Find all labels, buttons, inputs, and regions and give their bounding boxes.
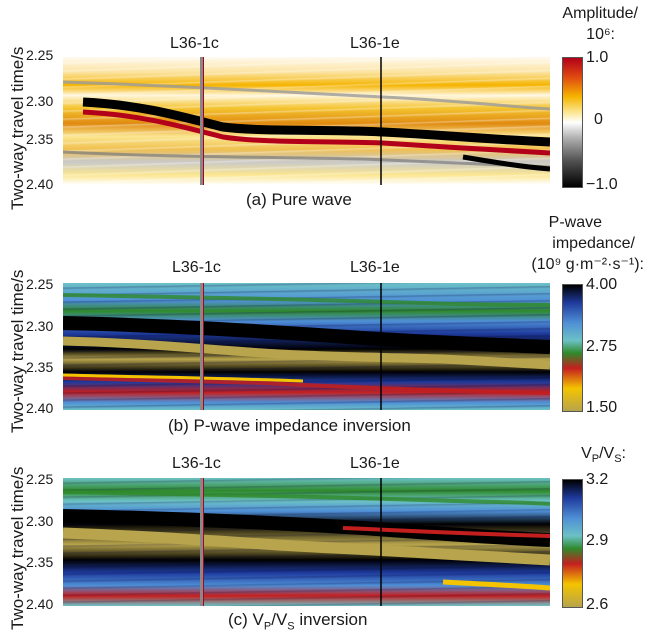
panel-c-green-band — [63, 490, 550, 506]
panel-a-colorbar — [562, 57, 583, 188]
panel-c-cb-post: : — [621, 445, 626, 462]
panel-c-ytick: 2.35 — [26, 554, 54, 570]
panel-c-yellow-bottom — [442, 579, 550, 591]
panel-a-seismic-section — [63, 57, 550, 185]
panel-c-cb-pre: V — [581, 445, 592, 462]
panel-c-caption-pre: (c) V — [228, 610, 264, 629]
panel-c-well-log-1 — [200, 478, 203, 606]
panel-b-impedance-section — [63, 283, 550, 410]
panel-a-colorbar-tick-min: −1.0 — [586, 176, 618, 193]
panel-b-colorbar — [562, 284, 583, 412]
panel-c-vpvs-section — [63, 478, 550, 606]
panel-a-ytick: 2.30 — [26, 93, 54, 109]
panel-a-well-label-1: L36-1c — [170, 35, 219, 52]
panel-b-green-band — [63, 293, 550, 307]
panel-c-caption-sub1: P — [263, 620, 272, 633]
panel-c-cb-sub2: S — [614, 453, 622, 466]
panel-c-colorbar-tick-min: 2.6 — [586, 596, 609, 613]
panel-b-red-band — [63, 376, 550, 395]
panel-c-caption-sub2: S — [287, 620, 295, 633]
panel-a-colorbar-title-line2: 10⁶: — [586, 26, 615, 43]
panel-a-ytick: 2.35 — [26, 131, 54, 147]
panel-b-well-label-2: L36-1e — [350, 259, 400, 276]
panel-b-yellow-band — [63, 373, 304, 383]
panel-a-colorbar-title-line1: Amplitude/ — [562, 5, 638, 22]
panel-b-colorbar-tick-min: 1.50 — [586, 399, 618, 416]
panel-c-gold-layer — [63, 527, 550, 566]
panel-b-colorbar-title-line1: P-wave — [548, 214, 602, 231]
panel-c-ytick: 2.30 — [26, 513, 54, 529]
panel-a-y-axis-label: Two-way travel time/s — [8, 46, 27, 210]
panel-b-colorbar-tick-mid: 2.75 — [586, 338, 618, 355]
panel-b-gold-layer — [63, 336, 550, 370]
panel-a-well-log-1 — [200, 57, 203, 185]
panel-b-ytick: 2.40 — [26, 400, 54, 416]
panel-c-caption: (c) VP/VS inversion — [228, 610, 367, 632]
panel-c-colorbar-tick-max: 3.2 — [586, 471, 609, 488]
panel-a-well-label-2: L36-1e — [350, 35, 400, 52]
panel-c-layers-svg — [63, 478, 550, 606]
panel-c-ytick: 2.25 — [26, 471, 54, 487]
panel-a-grey-band — [63, 80, 550, 111]
panel-a-caption: (a) Pure wave — [246, 190, 352, 209]
panel-b-y-axis-label: Two-way travel time/s — [8, 269, 27, 433]
panel-c-red-streak — [342, 526, 550, 538]
panel-c-colorbar — [562, 479, 583, 608]
panel-b-ytick: 2.35 — [26, 359, 54, 375]
panel-c-colorbar-title: VP/VS: — [581, 443, 626, 470]
panel-a-colorbar-tick-max: 1.0 — [586, 49, 609, 66]
panel-b-layers-svg — [63, 283, 550, 410]
panel-b-colorbar-tick-max: 4.00 — [586, 276, 618, 293]
panel-b-caption: (b) P-wave impedance inversion — [168, 416, 411, 435]
panel-a-reflector-svg — [63, 57, 550, 185]
panel-a-deep-black — [462, 154, 550, 172]
panel-b-colorbar-title-line2: impedance/ — [552, 235, 635, 252]
panel-b-well-log-1 — [200, 283, 203, 410]
panel-c-cb-sub1: P — [591, 453, 600, 466]
panel-a-colorbar-tick-mid: 0 — [594, 111, 603, 128]
panel-c-well-label-1: L36-1c — [172, 455, 221, 472]
panel-b-ytick: 2.25 — [26, 276, 54, 292]
panel-a-red-reflector — [82, 109, 550, 156]
panel-c-well-label-2: L36-1e — [350, 455, 400, 472]
panel-a-ytick: 2.40 — [26, 176, 54, 192]
panel-c-y-axis-label: Two-way travel time/s — [8, 466, 27, 630]
panel-c-colorbar-tick-mid: 2.9 — [586, 532, 609, 549]
panel-c-caption-post: inversion — [294, 610, 368, 629]
panel-b-ytick: 2.30 — [26, 318, 54, 334]
panel-b-black-layer — [63, 316, 550, 354]
panel-c-cb-mid: /V — [599, 445, 615, 462]
panel-c-ytick: 2.40 — [26, 596, 54, 612]
panel-c-caption-mid: /V — [271, 610, 288, 629]
panel-b-colorbar-title-line3: (10⁹ g·m⁻²·s⁻¹): — [531, 256, 644, 273]
panel-a-black-reflector — [82, 97, 550, 147]
panel-b-well-label-1: L36-1c — [172, 259, 221, 276]
panel-a-ytick: 2.25 — [26, 47, 54, 63]
